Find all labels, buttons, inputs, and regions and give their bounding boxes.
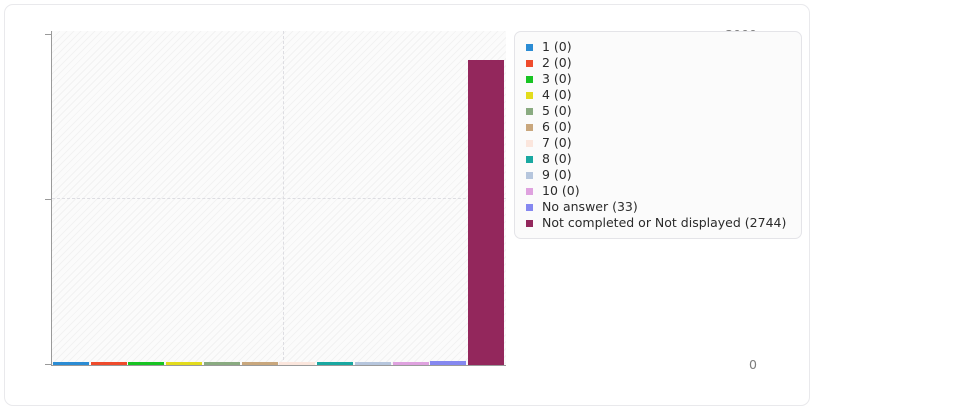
legend-swatch-icon (526, 107, 533, 115)
legend-item[interactable]: 5 (0) (526, 103, 791, 119)
legend-swatch-icon (526, 203, 533, 211)
y-tick-label-0: 0 (749, 357, 757, 372)
legend-item[interactable]: 6 (0) (526, 119, 791, 135)
bar-3[interactable] (128, 362, 165, 365)
bar-5[interactable] (203, 362, 240, 365)
y-tick-mark-1500 (45, 199, 51, 200)
gridline-horizontal-1500 (52, 198, 506, 199)
legend-item-label: 1 (0) (542, 39, 572, 54)
legend-item[interactable]: 2 (0) (526, 55, 791, 71)
legend-item-label: 2 (0) (542, 55, 572, 70)
legend-item[interactable]: 8 (0) (526, 151, 791, 167)
legend-swatch-icon (526, 75, 533, 83)
legend-item-label: 8 (0) (542, 151, 572, 166)
y-tick-mark-0 (45, 364, 51, 365)
legend-swatch-icon (526, 59, 533, 67)
chart-legend: 1 (0) 2 (0) 3 (0) 4 (0) 5 (0) 6 (0) 7 (0) 8 (0)… (514, 31, 802, 239)
bar-4[interactable] (166, 362, 203, 365)
legend-item-label: 5 (0) (542, 103, 572, 118)
legend-item[interactable]: 9 (0) (526, 167, 791, 183)
bar-1[interactable] (52, 362, 89, 365)
bar-9[interactable] (354, 362, 391, 365)
legend-item-label: No answer (33) (542, 199, 638, 214)
legend-item[interactable]: 7 (0) (526, 135, 791, 151)
legend-item-label: 7 (0) (542, 135, 572, 150)
legend-swatch-icon (526, 219, 533, 227)
legend-item[interactable]: Not completed or Not displayed (2744) (526, 215, 791, 231)
bar-no-answer[interactable] (430, 361, 467, 365)
legend-swatch-icon (526, 171, 533, 179)
legend-swatch-icon (526, 91, 533, 99)
legend-item-label: 10 (0) (542, 183, 580, 198)
bar-7[interactable] (279, 362, 316, 365)
legend-swatch-icon (526, 123, 533, 131)
legend-item[interactable]: 3 (0) (526, 71, 791, 87)
legend-swatch-icon (526, 155, 533, 163)
legend-item-label: 4 (0) (542, 87, 572, 102)
bar-2[interactable] (90, 362, 127, 365)
legend-item-label: Not completed or Not displayed (2744) (542, 215, 787, 230)
legend-item[interactable]: No answer (33) (526, 199, 791, 215)
legend-swatch-icon (526, 187, 533, 195)
bar-10[interactable] (392, 362, 429, 365)
bar-6[interactable] (241, 362, 278, 365)
legend-item-label: 6 (0) (542, 119, 572, 134)
legend-item[interactable]: 1 (0) (526, 39, 791, 55)
chart-widget: 3000 1500 0 1 (0)2 (0)3 (0)4 (0)5 (0)6 (… (4, 4, 810, 406)
gridline-vertical (283, 31, 284, 365)
bar-not-completed-or-not-displayed[interactable] (468, 60, 505, 365)
legend-swatch-icon (526, 43, 533, 51)
bar-8[interactable] (317, 362, 354, 365)
legend-item[interactable]: 10 (0) (526, 183, 791, 199)
legend-item[interactable]: 4 (0) (526, 87, 791, 103)
legend-item-label: 9 (0) (542, 167, 572, 182)
plot-area (51, 31, 506, 366)
y-tick-mark-3000 (45, 34, 51, 35)
legend-swatch-icon (526, 139, 533, 147)
legend-item-label: 3 (0) (542, 71, 572, 86)
